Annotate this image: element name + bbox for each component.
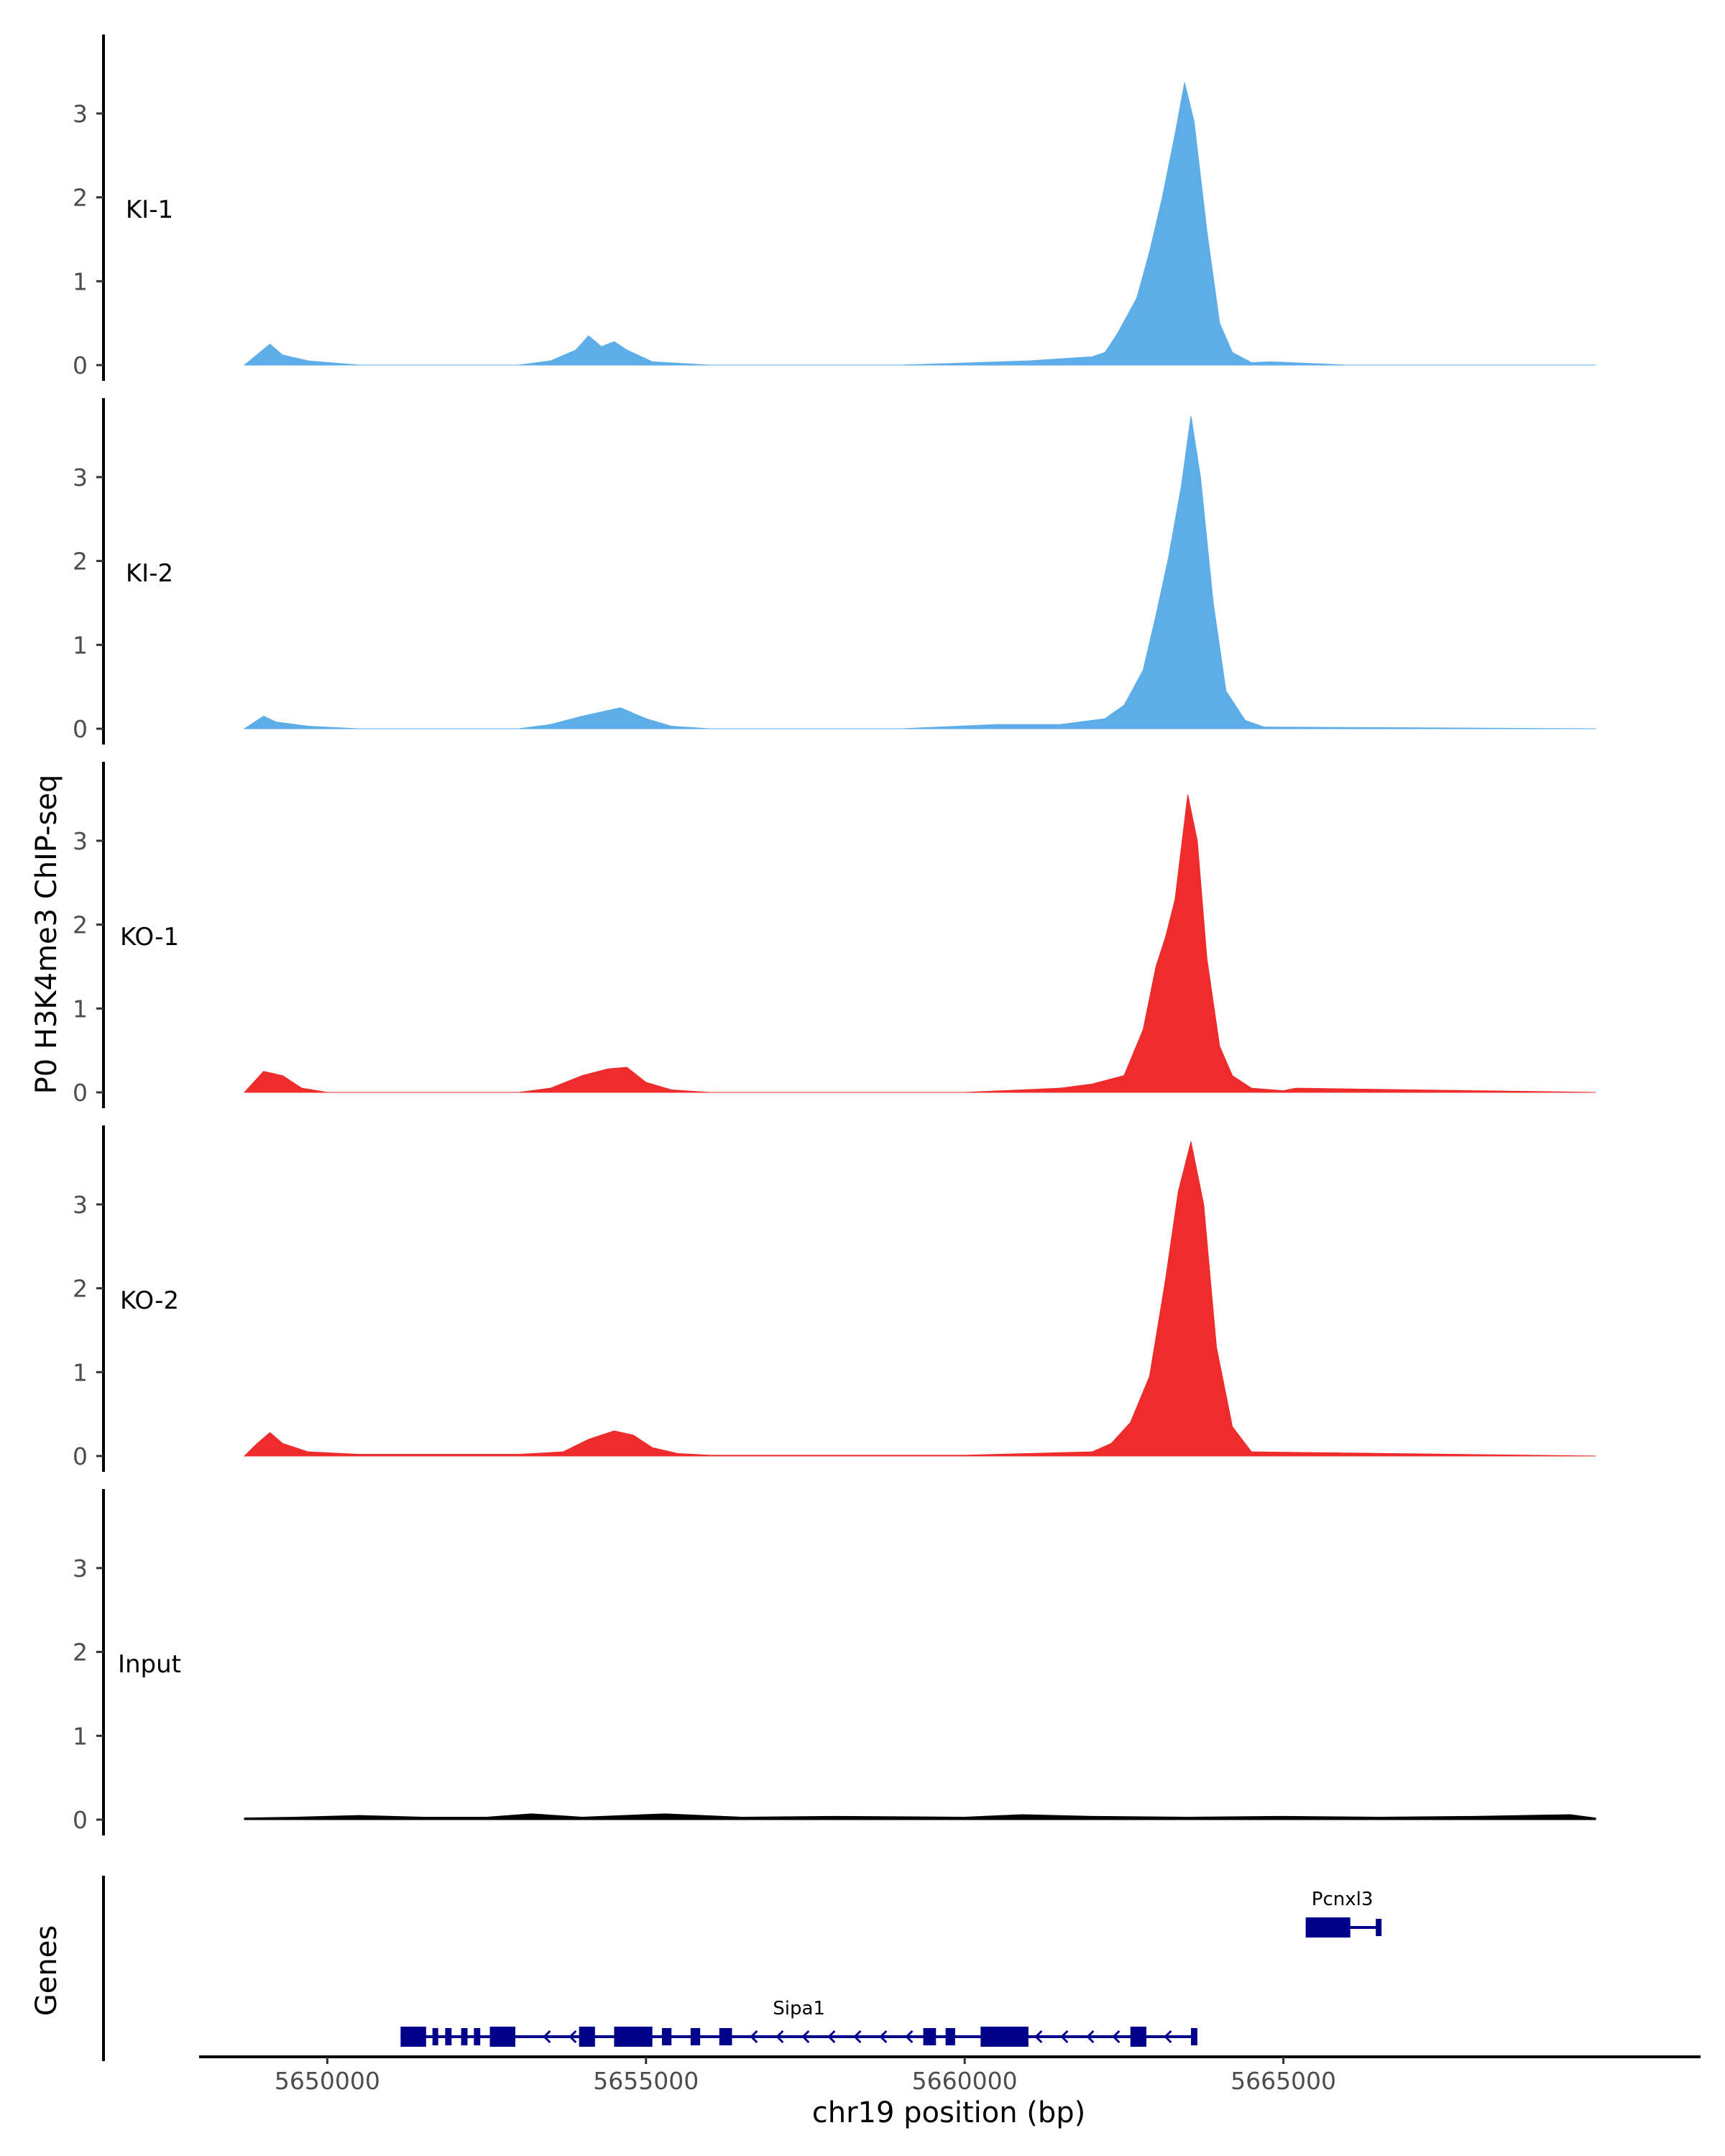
gene-exon	[980, 2027, 1029, 2047]
genes-axis-title: Genes	[30, 1925, 63, 2016]
coverage-area-input	[244, 1813, 1596, 1820]
gene-exon	[614, 2027, 653, 2047]
strand-arrow	[801, 2030, 810, 2044]
y-tick-label: 0	[73, 351, 88, 379]
x-tick-label: 5655000	[593, 2067, 699, 2095]
y-tick-label: 3	[73, 464, 88, 492]
coverage-area-ko-1	[243, 794, 1596, 1093]
strand-arrow	[1112, 2030, 1121, 2044]
gene-exon	[445, 2028, 452, 2045]
strand-arrow	[827, 2030, 836, 2044]
gene-exon	[1130, 2027, 1146, 2047]
coverage-area-ki-2	[243, 415, 1596, 729]
gene-exon	[432, 2028, 438, 2045]
y-tick-label: 2	[73, 1639, 88, 1667]
strand-arrow	[879, 2030, 888, 2044]
y-tick-label: 2	[73, 911, 88, 939]
x-tick-label: 5650000	[275, 2067, 380, 2095]
y-tick-label: 0	[73, 1079, 88, 1107]
x-axis-title: chr19 position (bp)	[812, 2096, 1086, 2129]
gene-exon	[690, 2028, 701, 2045]
y-tick-label: 3	[73, 1554, 88, 1583]
y-tick-label: 2	[73, 1275, 88, 1303]
gene-exon	[579, 2027, 595, 2047]
track-panel-ko-2: 0 1 2 3 KO-2	[73, 1125, 1596, 1472]
y-tick-label: 1	[73, 1722, 88, 1750]
track-panel-ko-1: 0 1 2 3 KO-1	[73, 762, 1596, 1108]
gene-exon	[1305, 1917, 1351, 1938]
gene-exon	[1376, 1919, 1382, 1936]
track-label: KO-2	[120, 1286, 179, 1315]
strand-arrow	[776, 2030, 784, 2044]
y-tick-label: 3	[73, 1191, 88, 1219]
gene-label: Sipa1	[773, 1998, 825, 2019]
y-tick-label: 3	[73, 100, 88, 128]
y-axis-title: P0 H3K4me3 ChIP-seq	[30, 775, 63, 1095]
x-tick-label: 5665000	[1230, 2067, 1336, 2095]
y-tick-label: 2	[73, 548, 88, 576]
track-label: KO-1	[120, 923, 179, 952]
strand-arrow	[569, 2030, 577, 2044]
strand-arrow	[853, 2030, 862, 2044]
gene-exon	[474, 2028, 481, 2045]
x-tick-label: 5660000	[912, 2067, 1018, 2095]
track-panel-ki-2: 0 1 2 3 KI-2	[73, 398, 1596, 745]
coverage-area-ko-2	[243, 1141, 1596, 1457]
gene-exon	[461, 2028, 468, 2045]
strand-arrow	[1086, 2030, 1095, 2044]
y-tick-label: 1	[73, 267, 88, 295]
x-axis: 5650000 5655000 5660000 5665000	[199, 2055, 1701, 2095]
strand-arrow	[1034, 2030, 1043, 2044]
gene-exon	[1190, 2028, 1197, 2045]
y-tick-label: 3	[73, 827, 88, 855]
track-panel-ki-1: 0 1 2 3 KI-1	[73, 34, 1596, 381]
gene-exon	[489, 2027, 515, 2047]
strand-arrow	[750, 2030, 758, 2044]
strand-arrow	[1060, 2030, 1069, 2044]
gene-exon	[400, 2027, 426, 2047]
track-label: KI-1	[126, 195, 173, 224]
y-tick-label: 1	[73, 631, 88, 659]
track-label: KI-2	[126, 559, 173, 588]
gene-pcnxl3: Pcnxl3	[1305, 1889, 1382, 1938]
gene-label: Pcnxl3	[1312, 1889, 1374, 1910]
track-panel-input: 0 1 2 3 Input	[73, 1489, 1596, 1835]
genes-panel: Sipa1 Pcnxl3	[102, 1876, 1382, 2061]
y-tick-label: 0	[73, 715, 88, 743]
y-tick-label: 0	[73, 1442, 88, 1470]
gene-exon	[719, 2028, 732, 2045]
gene-exon	[923, 2028, 937, 2045]
y-tick-label: 0	[73, 1806, 88, 1834]
gene-exon	[661, 2028, 672, 2045]
strand-arrow	[1164, 2030, 1172, 2044]
track-panels: 0 1 2 3 KI-1 0 1 2 3 KI-2 0 1 2 3 KO-1 0 1 2 3 KO-2 0 1 2 3 Inpu…	[73, 34, 1596, 1835]
y-tick-label: 1	[73, 995, 88, 1023]
y-tick-label: 1	[73, 1358, 88, 1386]
coverage-area-ki-1	[243, 82, 1596, 366]
gene-sipa1: Sipa1	[400, 1998, 1197, 2047]
gene-exon	[945, 2028, 955, 2045]
track-label: Input	[118, 1650, 181, 1679]
strand-arrow	[905, 2030, 914, 2044]
y-tick-label: 2	[73, 184, 88, 212]
strand-arrow	[543, 2030, 551, 2044]
